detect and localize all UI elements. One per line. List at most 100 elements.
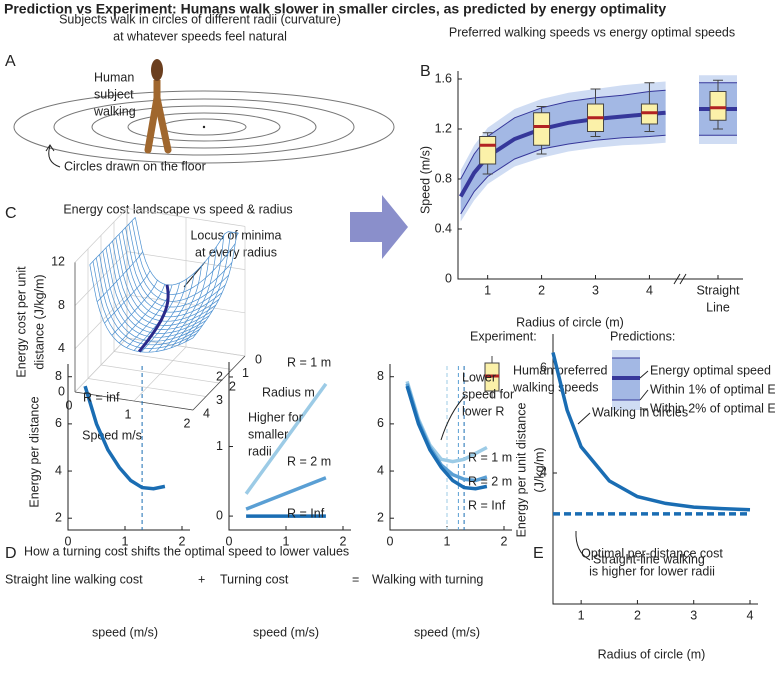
panel-label: C: [5, 205, 17, 222]
panel-title: is higher for lower radii: [589, 564, 715, 578]
legend-label: Within 2% of optimal E: [650, 401, 775, 415]
leader: [440, 395, 466, 441]
x-tick-label: 2: [501, 534, 508, 548]
y-tick-label: 4: [203, 406, 210, 420]
legend-title: Experiment:: [470, 329, 537, 343]
z-tick-label: 4: [58, 341, 65, 355]
series-label: R = 1 m: [287, 355, 331, 369]
y-tick-label: 4: [540, 465, 547, 479]
x-label: speed (m/s): [92, 625, 158, 639]
frame-line: [192, 355, 246, 411]
surface-mesh: [108, 244, 213, 330]
y-tick-label: 4: [377, 463, 384, 477]
x-tick-label: 1: [122, 534, 129, 548]
panel-title: How a turning cost shifts the optimal sp…: [24, 544, 349, 558]
surface-mesh: [105, 247, 210, 334]
x-tick-label: 3: [592, 283, 599, 297]
frame-line: [74, 391, 194, 411]
subject-label: walking: [93, 104, 136, 118]
y-tick-label: 1.6: [435, 71, 452, 85]
panel-title: Energy cost landscape vs speed & radius: [63, 202, 292, 216]
y-tick-label: 1: [216, 439, 223, 453]
center-dot: [202, 125, 206, 129]
x-tick-label: 0: [226, 534, 233, 548]
subject-label: subject: [94, 87, 134, 101]
z-tick-label: 12: [51, 255, 65, 269]
legend-icons: [484, 350, 649, 410]
x-label: Speed m/s: [82, 428, 142, 442]
surface-mesh: [185, 231, 232, 343]
z-tick-label: 0: [58, 384, 65, 398]
x-label: Radius of circle (m): [598, 647, 706, 661]
x-tick-label: 2: [179, 534, 186, 548]
surface-mesh: [99, 254, 203, 342]
x-tick-label: 2: [184, 416, 191, 430]
series-line: [551, 352, 751, 512]
y-tick-label: 2: [216, 369, 223, 383]
z-tick-label: 8: [58, 298, 65, 312]
surface-mesh: [102, 251, 207, 338]
leader: [577, 412, 591, 425]
frame-line: [100, 364, 220, 384]
series-label: R = Inf: [287, 506, 325, 520]
series-label: R = 1 m: [468, 450, 512, 464]
operator: +: [198, 572, 205, 586]
legend-leader: [639, 389, 649, 401]
series-label: Straight-line walking: [593, 552, 705, 566]
surface-mesh: [92, 261, 197, 349]
y-tick-label: 2: [377, 511, 384, 525]
surface-mesh: [148, 272, 195, 353]
walker-figure: [144, 59, 172, 154]
operator: =: [352, 572, 359, 586]
surface-mesh: [95, 257, 200, 346]
series-label: R = Inf: [468, 498, 506, 512]
panel-title: Optimal per-distance cost: [581, 546, 723, 560]
y-label: Speed (m/s): [418, 146, 432, 214]
subplot-title: Straight line walking cost: [5, 572, 143, 586]
y-label: Energy per distance: [27, 396, 41, 507]
y-tick-label: 1.2: [435, 121, 452, 135]
caption: at whatever speeds feel natural: [113, 29, 287, 43]
y-tick-label: 2: [229, 379, 236, 393]
axis-line: [552, 334, 758, 605]
annotation: lower R: [462, 404, 504, 418]
panel-title: Preferred walking speeds vs energy optim…: [449, 25, 735, 39]
panel-label: B: [420, 63, 431, 80]
category-label: Line: [706, 300, 730, 314]
series-label: Walking in circles: [592, 405, 688, 419]
legend-label: Within 1% of optimal E: [650, 382, 775, 396]
y-tick-label: 0.4: [435, 221, 452, 235]
x-tick-label: 0: [65, 534, 72, 548]
surface-mesh: [192, 232, 239, 339]
box: [709, 91, 727, 121]
frame-line: [87, 378, 207, 397]
subplot-title: Walking with turning: [372, 572, 483, 586]
annotation: smaller: [248, 427, 288, 441]
annotation: Lower: [462, 370, 496, 384]
annotation: at every radius: [195, 245, 277, 259]
z-label: Energy cost per unit: [14, 266, 28, 378]
legend-title: Predictions:: [610, 329, 675, 343]
panel-label: E: [533, 545, 544, 562]
y-tick-label: 1: [242, 366, 249, 380]
arrowhead: [45, 144, 55, 152]
x-tick-label: 2: [538, 283, 545, 297]
y-label: (J/kg/m): [532, 447, 546, 492]
x-tick-label: 1: [578, 608, 585, 622]
y-tick-label: 0: [216, 508, 223, 522]
panel-label: D: [5, 545, 17, 562]
figure-title: Prediction vs Experiment: Humans walk sl…: [4, 1, 666, 17]
y-tick-label: 3: [216, 393, 223, 407]
floor-circles: [13, 90, 395, 164]
surface-mesh: [112, 240, 216, 326]
annotation: speed for: [462, 387, 514, 401]
subject-label: Human: [94, 70, 134, 84]
legend-label: Energy optimal speed: [650, 363, 771, 377]
surface-mesh: [155, 265, 202, 352]
optimal-speed-line: [458, 110, 666, 198]
y-tick-label: 2: [55, 511, 62, 525]
x-label: speed (m/s): [253, 625, 319, 639]
box: [533, 112, 551, 146]
x-tick-label: 0: [66, 398, 73, 412]
